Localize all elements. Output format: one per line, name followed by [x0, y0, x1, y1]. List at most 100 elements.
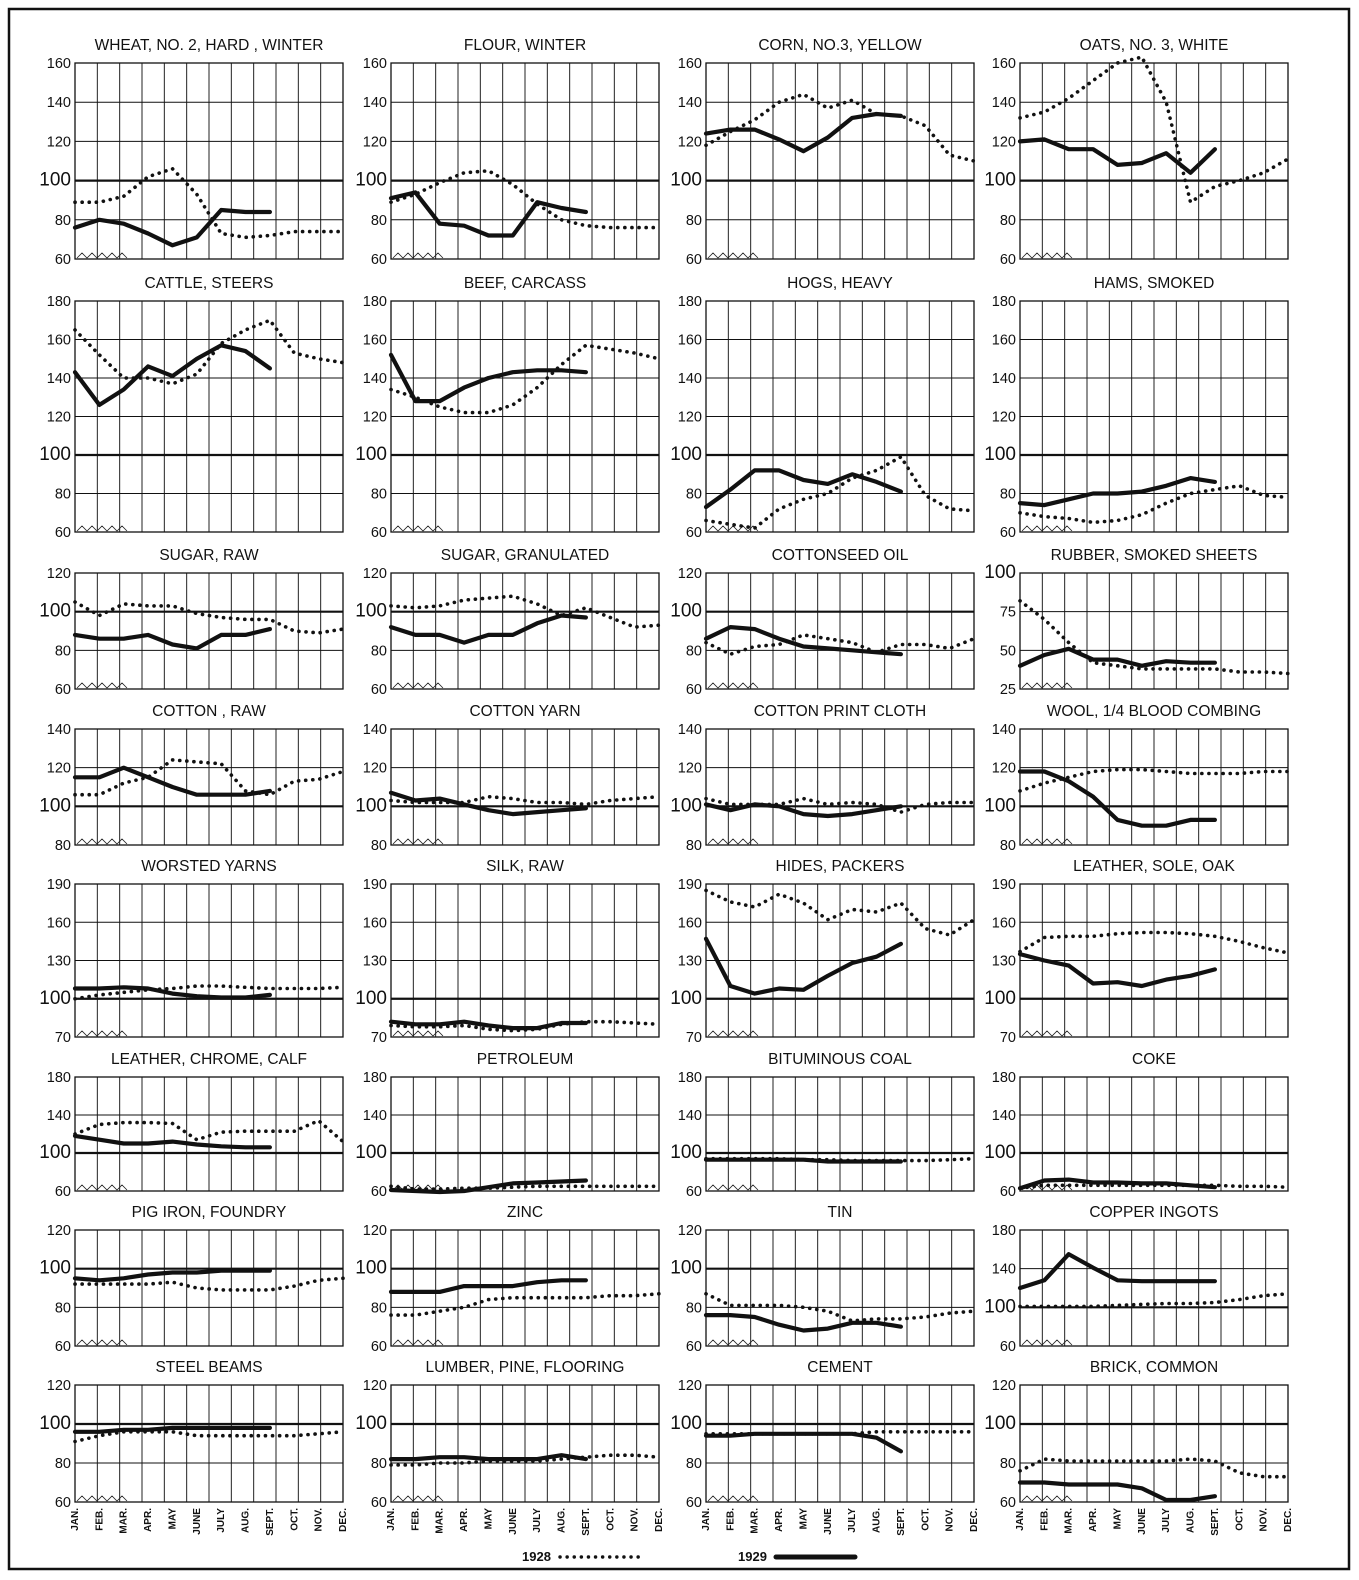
panel-title: COTTON , RAW	[152, 703, 266, 720]
y-tick-label: 160	[992, 56, 1016, 72]
y-tick-label: 130	[992, 954, 1016, 970]
y-tick-label: 80	[371, 487, 387, 503]
series-1928-line	[389, 1292, 661, 1317]
y-tick-label: 160	[47, 333, 71, 349]
y-tick-label: 100	[39, 1413, 71, 1434]
y-tick-label: 75	[1000, 605, 1016, 621]
y-tick-label: 100	[39, 1142, 71, 1163]
panel-cottonseed-oil: COTTONSEED OIL 60 80 100 120	[670, 547, 976, 698]
month-label: FEB.	[725, 1508, 736, 1531]
series-1928-line	[73, 1118, 345, 1144]
legend: 1928 1929	[522, 1549, 858, 1564]
panel-frame	[1019, 62, 1289, 260]
y-tick-label: 120	[363, 1378, 387, 1394]
y-tick-label: 160	[678, 56, 702, 72]
month-label: SEPT.	[265, 1508, 276, 1536]
y-tick-label: 120	[678, 761, 702, 777]
y-tick-label: 120	[47, 410, 71, 426]
axis-break-mark	[1021, 252, 1073, 259]
series-1929-line	[1017, 952, 1217, 989]
panel-steel-beams: STEEL BEAMS 60 80 100 120 JAN. FEB. MAR. APR. MAY…	[39, 1359, 349, 1536]
y-tick-label: 80	[371, 643, 387, 659]
series-1929-line	[388, 1278, 588, 1294]
panel-leather-chrome-calf: LEATHER, CHROME, CALF 60 100 140 180	[39, 1051, 345, 1200]
series-1928-line	[73, 984, 345, 1001]
month-label: APR.	[143, 1508, 154, 1532]
panel-title: STEEL BEAMS	[155, 1359, 262, 1376]
panel-title: LUMBER, PINE, FLOORING	[426, 1359, 625, 1376]
series-1929-line	[72, 1268, 272, 1283]
panel-bituminous-coal: BITUMINOUS COAL 60 100 140 180	[670, 1051, 976, 1200]
panel-frame	[390, 1384, 660, 1503]
panel-frame	[390, 1229, 660, 1347]
series-1928-line	[73, 318, 345, 386]
y-tick-label: 140	[363, 371, 387, 387]
y-tick-label: 60	[1000, 1339, 1016, 1355]
y-tick-label: 60	[1000, 252, 1016, 268]
panel-title: HIDES, PACKERS	[776, 858, 905, 875]
series-1928-line	[1018, 55, 1290, 206]
panel-title: BEEF, CARCASS	[464, 275, 586, 292]
y-tick-label: 140	[992, 371, 1016, 387]
legend-label-1928: 1928	[522, 1549, 551, 1564]
axis-break-mark	[76, 1184, 128, 1191]
y-tick-label: 180	[47, 294, 71, 310]
month-label: JAN.	[386, 1508, 397, 1531]
panel-frame	[705, 300, 975, 533]
y-tick-label: 100	[355, 1413, 387, 1434]
y-tick-label: 100	[670, 795, 702, 816]
axis-break-mark	[707, 838, 759, 845]
y-tick-label: 80	[1000, 487, 1016, 503]
panel-title: PIG IRON, FOUNDRY	[132, 1204, 287, 1221]
panel-title: HAMS, SMOKED	[1094, 275, 1215, 292]
panel-frame	[705, 1076, 975, 1192]
month-label: NOV.	[314, 1508, 325, 1532]
series-1928-line	[704, 796, 976, 814]
month-label: MAY	[798, 1508, 809, 1530]
series-1928-line	[704, 888, 976, 937]
panel-title: COTTON PRINT CLOTH	[754, 703, 927, 720]
y-tick-label: 180	[363, 1070, 387, 1086]
month-label: AUG.	[872, 1508, 883, 1533]
y-tick-label: 120	[363, 410, 387, 426]
y-tick-label: 100	[984, 1142, 1016, 1163]
month-label: MAR.	[119, 1508, 130, 1534]
axis-break-mark	[707, 1030, 759, 1037]
y-tick-label: 100	[355, 601, 387, 622]
panel-title: LEATHER, CHROME, CALF	[111, 1051, 307, 1068]
y-tick-label: 140	[47, 371, 71, 387]
y-tick-label: 60	[686, 1495, 702, 1511]
month-label: AUG.	[241, 1508, 252, 1533]
month-label: SEPT.	[896, 1508, 907, 1536]
panel-brick-common: BRICK, COMMON 60 80 100 120 JAN. FEB. MAR. APR. M…	[984, 1359, 1294, 1536]
y-tick-label: 80	[55, 643, 71, 659]
y-tick-label: 60	[55, 1495, 71, 1511]
series-1928-line	[1018, 599, 1290, 676]
y-tick-label: 80	[371, 1456, 387, 1472]
series-1929-line	[388, 1019, 588, 1031]
y-tick-label: 80	[686, 213, 702, 229]
panel-frame	[390, 300, 660, 533]
series-1929-line	[703, 111, 903, 154]
month-label: JAN.	[1015, 1508, 1026, 1531]
series-1929-line	[72, 765, 272, 797]
month-label: FEB.	[410, 1508, 421, 1531]
y-tick-label: 70	[371, 1030, 387, 1046]
y-tick-label: 160	[47, 56, 71, 72]
series-1928-line	[389, 343, 661, 415]
y-tick-label: 190	[47, 877, 71, 893]
axis-break-mark	[392, 682, 444, 689]
panel-frame	[1019, 728, 1289, 846]
axis-break-mark	[392, 1495, 444, 1502]
y-tick-label: 80	[1000, 838, 1016, 854]
month-label: JULY	[847, 1508, 858, 1533]
y-tick-label: 60	[686, 525, 702, 541]
y-tick-label: 80	[1000, 213, 1016, 229]
series-1929-line	[388, 1178, 588, 1195]
y-tick-label: 100	[984, 1413, 1016, 1434]
axis-break-mark	[707, 1495, 759, 1502]
y-tick-label: 180	[47, 1070, 71, 1086]
y-tick-label: 60	[55, 1184, 71, 1200]
panel-oats-no-3-white: OATS, NO. 3, WHITE 60 80 100 120 140 160	[984, 37, 1290, 268]
axis-break-mark	[76, 1339, 128, 1346]
